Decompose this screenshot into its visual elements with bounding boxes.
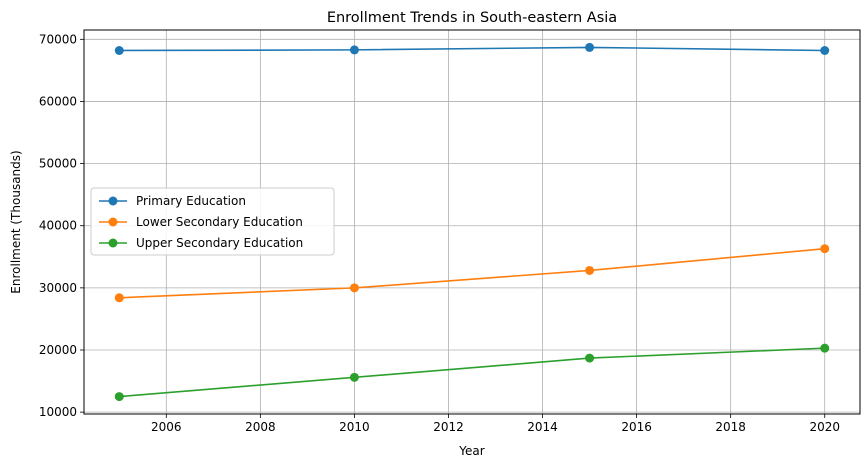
x-tick-label: 2020 bbox=[809, 420, 840, 434]
x-tick-label: 2008 bbox=[245, 420, 276, 434]
upper-secondary-education-point bbox=[820, 343, 830, 353]
upper-secondary-education-point bbox=[585, 353, 595, 363]
plot-frame bbox=[83, 29, 861, 415]
x-axis-ticks: 2006 2008 2010 2012 2014 2016 2018 2020 bbox=[151, 414, 840, 434]
primary-education-line bbox=[119, 46, 825, 52]
series-upper-secondary-education bbox=[114, 343, 830, 402]
lower-secondary-education-point bbox=[349, 283, 359, 293]
legend-box bbox=[90, 187, 335, 256]
legend-label: Lower Secondary Education bbox=[136, 215, 303, 229]
legend-item-lower-secondary-education: Lower Secondary Education bbox=[99, 215, 303, 229]
x-tick-label: 2010 bbox=[339, 420, 370, 434]
series-lower-secondary-education bbox=[114, 244, 830, 303]
legend-swatch-marker bbox=[108, 217, 118, 227]
upper-secondary-education-point bbox=[114, 392, 124, 402]
series-layer bbox=[114, 42, 830, 402]
y-tick-label: 10000 bbox=[39, 405, 77, 419]
lower-secondary-education-point bbox=[820, 244, 830, 254]
x-tick-label: 2018 bbox=[715, 420, 746, 434]
primary-education-point bbox=[349, 45, 359, 55]
y-tick-label: 70000 bbox=[39, 32, 77, 46]
y-axis-label: Enrollment (Thousands) bbox=[9, 150, 23, 293]
lower-secondary-education-point bbox=[585, 265, 595, 275]
y-tick-label: 60000 bbox=[39, 94, 77, 108]
y-tick-label: 30000 bbox=[39, 281, 77, 295]
upper-secondary-education-line bbox=[119, 347, 825, 398]
y-tick-label: 40000 bbox=[39, 219, 77, 233]
legend-swatch-marker bbox=[108, 238, 118, 248]
lower-secondary-education-line bbox=[119, 247, 825, 299]
primary-education-point bbox=[585, 42, 595, 52]
y-axis-ticks: 10000 20000 30000 40000 50000 60000 70000 bbox=[39, 32, 84, 419]
lower-secondary-education-point bbox=[114, 293, 124, 303]
y-tick-label: 20000 bbox=[39, 343, 77, 357]
legend: Primary Education Lower Secondary Educati… bbox=[90, 187, 335, 256]
legend-item-primary-education: Primary Education bbox=[99, 194, 246, 208]
primary-education-point bbox=[114, 46, 124, 56]
x-tick-label: 2014 bbox=[527, 420, 558, 434]
legend-label: Upper Secondary Education bbox=[136, 236, 303, 250]
upper-secondary-education-point bbox=[349, 372, 359, 382]
x-tick-label: 2016 bbox=[621, 420, 652, 434]
chart-title: Enrollment Trends in South-eastern Asia bbox=[327, 10, 617, 26]
grid-lines bbox=[84, 30, 860, 414]
y-tick-label: 50000 bbox=[39, 157, 77, 171]
primary-education-point bbox=[820, 46, 830, 56]
x-tick-label: 2006 bbox=[151, 420, 182, 434]
legend-swatch-marker bbox=[108, 196, 118, 206]
x-tick-label: 2012 bbox=[433, 420, 464, 434]
series-primary-education bbox=[114, 42, 830, 56]
legend-label: Primary Education bbox=[136, 194, 246, 208]
x-axis-label: Year bbox=[458, 444, 484, 458]
legend-item-upper-secondary-education: Upper Secondary Education bbox=[99, 236, 303, 250]
